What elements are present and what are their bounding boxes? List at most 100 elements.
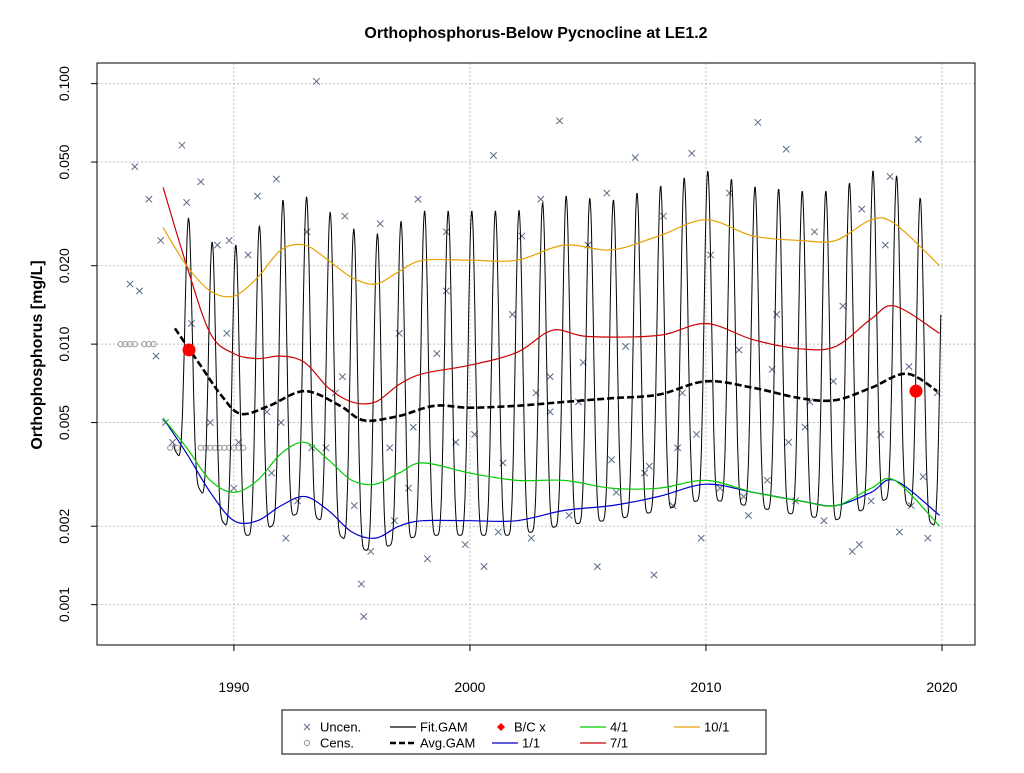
y-axis-label: Orthophosphorus [mg/L] xyxy=(29,260,46,449)
uncensored-point xyxy=(607,456,616,464)
y-tick-label: 0.001 xyxy=(56,587,72,622)
plot-frame xyxy=(96,62,976,646)
uncensored-point xyxy=(914,135,922,144)
uncensored-point xyxy=(480,563,488,571)
uncensored-point xyxy=(855,541,863,549)
uncensored-point xyxy=(744,511,752,519)
y-tick-label: 0.002 xyxy=(56,509,72,544)
uncensored-point xyxy=(386,444,394,452)
uncensored-point xyxy=(168,438,177,446)
uncensored-point xyxy=(839,302,847,310)
uncensored-point xyxy=(829,377,837,385)
uncensored-point xyxy=(907,502,915,510)
y-tick-label: 0.100 xyxy=(56,66,72,101)
uncensored-point xyxy=(253,192,262,200)
uncensored-point xyxy=(924,534,932,542)
uncensored-point xyxy=(145,195,153,203)
uncensored-point xyxy=(692,430,701,439)
censored-point xyxy=(150,341,157,348)
uncensored-point xyxy=(735,346,743,354)
uncensored-point xyxy=(801,423,809,431)
uncensored-point xyxy=(308,444,316,452)
grid-layer xyxy=(97,63,975,645)
uncensored-point xyxy=(376,220,384,228)
legend-label-q7: 7/1 xyxy=(610,736,628,751)
x-tick-label: 2010 xyxy=(690,679,721,695)
uncensored-point xyxy=(697,534,705,542)
uncensored-point xyxy=(414,195,422,203)
lines-layer xyxy=(162,170,942,551)
uncensored-point xyxy=(263,408,271,416)
uncensored-point xyxy=(527,534,535,542)
legend-swatch-cens xyxy=(303,739,311,747)
uncensored-point xyxy=(135,287,144,295)
uncensored-point xyxy=(131,163,139,171)
uncensored-point xyxy=(395,329,403,337)
uncensored-point xyxy=(157,236,165,245)
uncensored-point xyxy=(178,141,186,149)
uncensored-point xyxy=(350,502,358,510)
uncensored-point xyxy=(442,287,450,295)
uncensored-point xyxy=(433,350,441,358)
x-tick-label: 1990 xyxy=(218,679,249,695)
uncensored-point xyxy=(341,212,349,220)
legend-label-uncen: Uncen. xyxy=(320,720,361,735)
legend-swatch-uncen xyxy=(303,723,311,731)
uncensored-point xyxy=(641,469,649,477)
chart-title: Orthophosphorus-Below Pycnocline at LE1.… xyxy=(364,25,707,42)
uncensored-point xyxy=(593,563,601,571)
y-tick-label: 0.010 xyxy=(56,326,72,361)
uncensored-point xyxy=(537,195,545,203)
uncensored-point xyxy=(360,613,368,621)
uncensored-point xyxy=(645,462,653,470)
uncensored-point xyxy=(423,555,431,563)
uncensored-point xyxy=(678,389,686,397)
x-tick-label: 2000 xyxy=(454,679,485,695)
y-tick-label: 0.020 xyxy=(56,248,72,283)
uncensored-point xyxy=(277,419,285,427)
uncensored-point xyxy=(489,151,498,160)
fit-gam-line xyxy=(173,170,942,551)
uncensored-point xyxy=(556,117,564,125)
uncensored-point xyxy=(905,363,913,371)
series-line-q7 xyxy=(162,187,940,405)
uncensored-point xyxy=(322,444,330,452)
uncensored-point xyxy=(187,319,195,328)
uncensored-point xyxy=(848,547,856,556)
uncensored-point xyxy=(754,118,762,126)
axes-layer: 1990 2000 2010 2020 0.001 0.002 0.005 0.010 0.02… xyxy=(56,66,958,695)
uncensored-point xyxy=(223,329,231,337)
censored-point xyxy=(131,341,138,348)
uncensored-point xyxy=(390,517,398,525)
uncensored-point xyxy=(244,251,252,259)
uncensored-point xyxy=(867,497,875,505)
legend-label-fit: Fit.GAM xyxy=(420,720,468,735)
uncensored-point xyxy=(268,469,276,477)
uncensored-point xyxy=(650,571,658,579)
legend-box xyxy=(281,709,767,755)
uncensored-point xyxy=(631,154,639,162)
avg-gam-line xyxy=(173,327,938,423)
legend-label-q10: 10/1 xyxy=(704,720,729,735)
uncensored-point xyxy=(272,175,280,183)
uncensored-point xyxy=(603,189,611,197)
uncensored-point xyxy=(206,419,214,427)
uncensored-point xyxy=(367,547,375,556)
uncensored-point xyxy=(919,473,927,481)
uncensored-point xyxy=(895,528,904,536)
uncensored-point xyxy=(442,228,450,236)
legend-swatch-bc xyxy=(497,723,505,731)
uncensored-point xyxy=(312,77,321,85)
uncensored-point xyxy=(508,310,516,319)
series-line-q10 xyxy=(162,217,941,298)
uncensored-point xyxy=(782,145,790,153)
legend-label-q1: 1/1 xyxy=(522,736,540,751)
uncensored-point xyxy=(659,212,668,220)
uncensored-point xyxy=(183,198,191,206)
uncensored-point xyxy=(282,534,290,542)
legend-label-bc: B/C x xyxy=(514,720,546,735)
uncensored-point xyxy=(792,497,800,505)
